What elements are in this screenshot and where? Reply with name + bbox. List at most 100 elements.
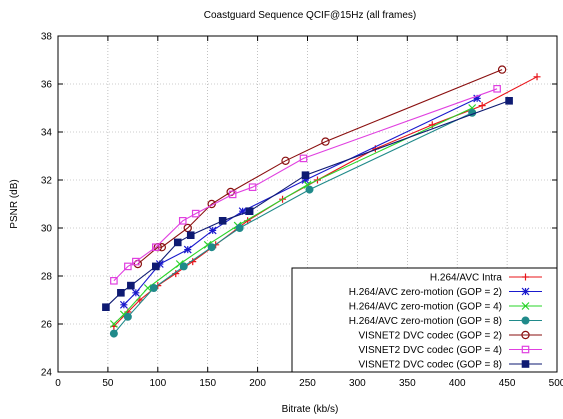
- series-4: [109, 108, 477, 338]
- legend-label: VISNET2 DVC codec (GOP = 4): [359, 345, 502, 356]
- legend-swatch-marker: [521, 330, 530, 340]
- x-tick-label: 100: [149, 378, 166, 389]
- y-axis-label: PSNR (dB): [9, 179, 20, 228]
- data-point: [109, 329, 118, 338]
- x-tick-label: 150: [199, 378, 216, 389]
- x-tick-label: 300: [349, 378, 366, 389]
- legend-swatch-marker: [521, 302, 530, 310]
- data-point: [123, 312, 132, 321]
- y-tick-label: 26: [41, 320, 53, 331]
- series-line: [105, 100, 510, 308]
- y-tick-label: 36: [41, 80, 53, 91]
- legend-swatch-marker: [521, 345, 530, 354]
- data-point: [281, 156, 290, 165]
- y-tick-label: 28: [41, 272, 53, 283]
- data-point: [248, 183, 257, 192]
- data-point: [178, 217, 187, 225]
- data-point: [228, 190, 237, 199]
- chart-title: Coastguard Sequence QCIF@15Hz (all frame…: [204, 10, 416, 21]
- data-point: [235, 223, 244, 232]
- legend-item: VISNET2 DVC codec (GOP = 4): [359, 345, 542, 356]
- y-tick-label: 34: [41, 128, 53, 139]
- data-point: [245, 207, 254, 216]
- data-point: [505, 97, 513, 105]
- legend-item: VISNET2 DVC codec (GOP = 8): [359, 360, 542, 371]
- legend-item: H.264/AVC zero-motion (GOP = 2): [349, 287, 542, 298]
- data-point: [301, 171, 310, 180]
- legend-swatch-marker: [521, 360, 530, 368]
- data-point: [173, 238, 182, 247]
- x-tick-label: 0: [55, 378, 61, 389]
- axes: 0 50 100 150 200 250 300 350 400 450 500 24 26 28 30 32…: [41, 32, 563, 390]
- series-6: [110, 84, 501, 285]
- data-point: [119, 300, 128, 309]
- data-point: [131, 288, 140, 297]
- x-tick-label: 250: [299, 378, 316, 389]
- data-point: [109, 320, 118, 328]
- data-point: [132, 257, 140, 266]
- x-tick-label: 400: [449, 378, 466, 389]
- data-point: [473, 94, 482, 103]
- data-point: [117, 288, 125, 297]
- series-line: [123, 97, 478, 306]
- legend-item: VISNET2 DVC codec (GOP = 2): [359, 331, 542, 342]
- legend-label: H.264/AVC zero-motion (GOP = 8): [349, 316, 502, 327]
- legend-swatch-marker: [522, 273, 529, 281]
- series-line: [113, 112, 473, 334]
- legend-swatch-marker: [521, 287, 530, 296]
- data-point: [155, 260, 164, 268]
- data-point: [207, 243, 216, 252]
- data-point: [493, 84, 501, 93]
- x-axis-label: Bitrate (kb/s): [282, 404, 339, 415]
- legend-label: H.264/AVC zero-motion (GOP = 2): [349, 287, 502, 298]
- legend-swatch-marker: [521, 316, 530, 325]
- legend: H.264/AVC Intra H.264/AVC zero-motion (GO…: [291, 267, 558, 373]
- data-point: [238, 207, 247, 216]
- data-point: [186, 231, 195, 240]
- legend-label: VISNET2 DVC codec (GOP = 8): [359, 360, 502, 371]
- data-point: [497, 65, 507, 74]
- data-point: [305, 185, 314, 194]
- x-tick-label: 50: [102, 378, 114, 389]
- data-point: [143, 284, 152, 292]
- x-tick-label: 350: [399, 378, 416, 389]
- data-point: [218, 216, 227, 225]
- legend-item: H.264/AVC Intra: [430, 273, 542, 284]
- y-tick-label: 30: [41, 224, 53, 235]
- series-line: [113, 76, 538, 327]
- series-line: [113, 88, 498, 282]
- data-point: [208, 226, 217, 235]
- y-tick-label: 32: [41, 176, 53, 187]
- y-tick-label: 38: [41, 32, 53, 43]
- data-point: [124, 262, 132, 271]
- legend-label: H.264/AVC zero-motion (GOP = 4): [349, 302, 502, 313]
- data-point: [321, 137, 330, 146]
- legend-label: H.264/AVC Intra: [430, 273, 503, 284]
- legend-label: VISNET2 DVC codec (GOP = 2): [359, 331, 502, 342]
- series-line: [113, 107, 473, 325]
- series-layer: [102, 65, 541, 338]
- y-tick-label: 24: [41, 368, 53, 379]
- data-point: [110, 277, 118, 285]
- data-point: [533, 73, 541, 81]
- series-2: [119, 94, 482, 309]
- x-tick-label: 500: [549, 378, 563, 389]
- data-point: [157, 242, 166, 252]
- legend-item: H.264/AVC zero-motion (GOP = 4): [349, 302, 542, 313]
- data-point: [478, 102, 486, 110]
- data-point: [102, 303, 110, 311]
- x-tick-label: 200: [249, 378, 266, 389]
- legend-item: H.264/AVC zero-motion (GOP = 8): [349, 316, 542, 327]
- data-point: [149, 283, 158, 292]
- data-point: [152, 243, 160, 252]
- data-point: [179, 262, 188, 271]
- data-point: [299, 154, 308, 163]
- data-point: [183, 245, 192, 254]
- data-point: [127, 281, 135, 290]
- data-point: [301, 176, 310, 184]
- data-point: [152, 262, 160, 271]
- series-7: [102, 97, 513, 311]
- data-point: [191, 209, 200, 218]
- x-tick-label: 450: [499, 378, 516, 389]
